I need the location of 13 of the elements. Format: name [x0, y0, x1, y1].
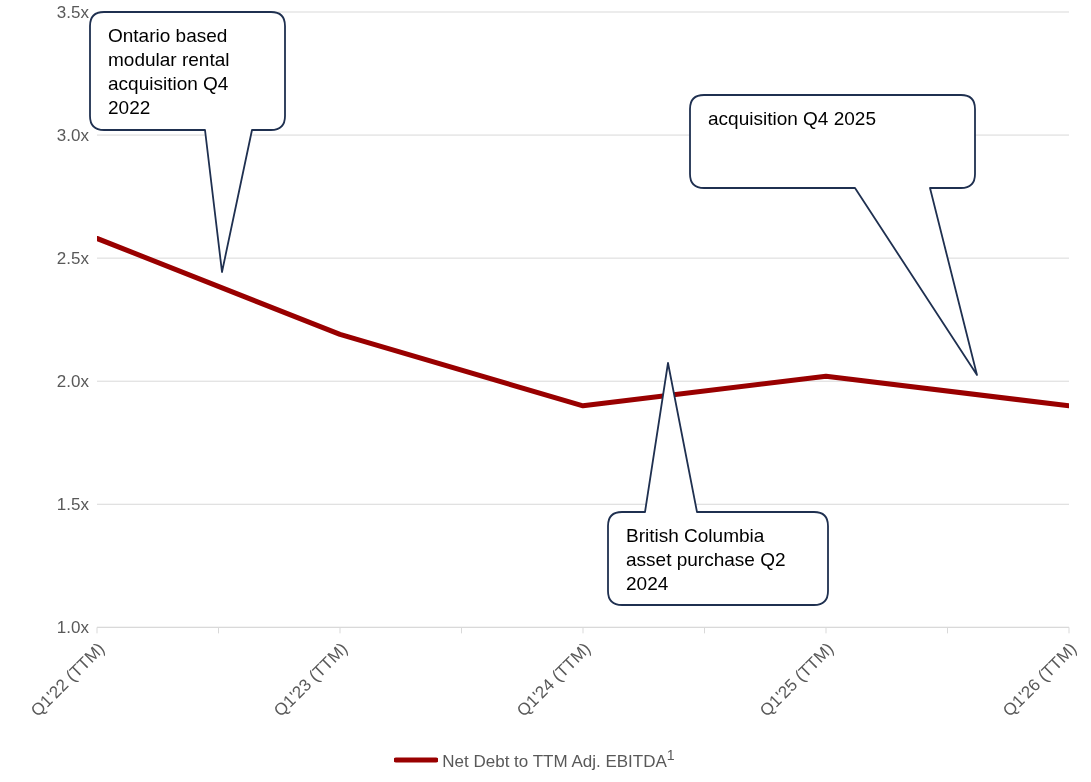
annotation: Ontario based modular rental acquisition Q4 2022: [108, 24, 231, 120]
y-tick-label: 2.0x: [56, 372, 90, 392]
annotation: acquisition Q4 2025: [708, 107, 877, 131]
y-tick-label: 1.0x: [56, 618, 90, 638]
y-tick-label: 3.5x: [56, 3, 90, 23]
y-tick-label: 3.0x: [56, 126, 90, 146]
legend-label: Net Debt to TTM Adj. EBITDA$^{1}$: [442, 747, 675, 772]
callout: Ontario based modular rental acquisition Q4 2022: [89, 11, 286, 273]
callout: acquisition Q4 2025: [689, 94, 978, 376]
annotation: British Columbia asset purchase Q2 2024: [626, 524, 787, 596]
y-tick-label: 1.5x: [56, 495, 90, 515]
y-tick-label: 2.5x: [56, 249, 90, 269]
callout: British Columbia asset purchase Q2 2024: [607, 362, 829, 606]
